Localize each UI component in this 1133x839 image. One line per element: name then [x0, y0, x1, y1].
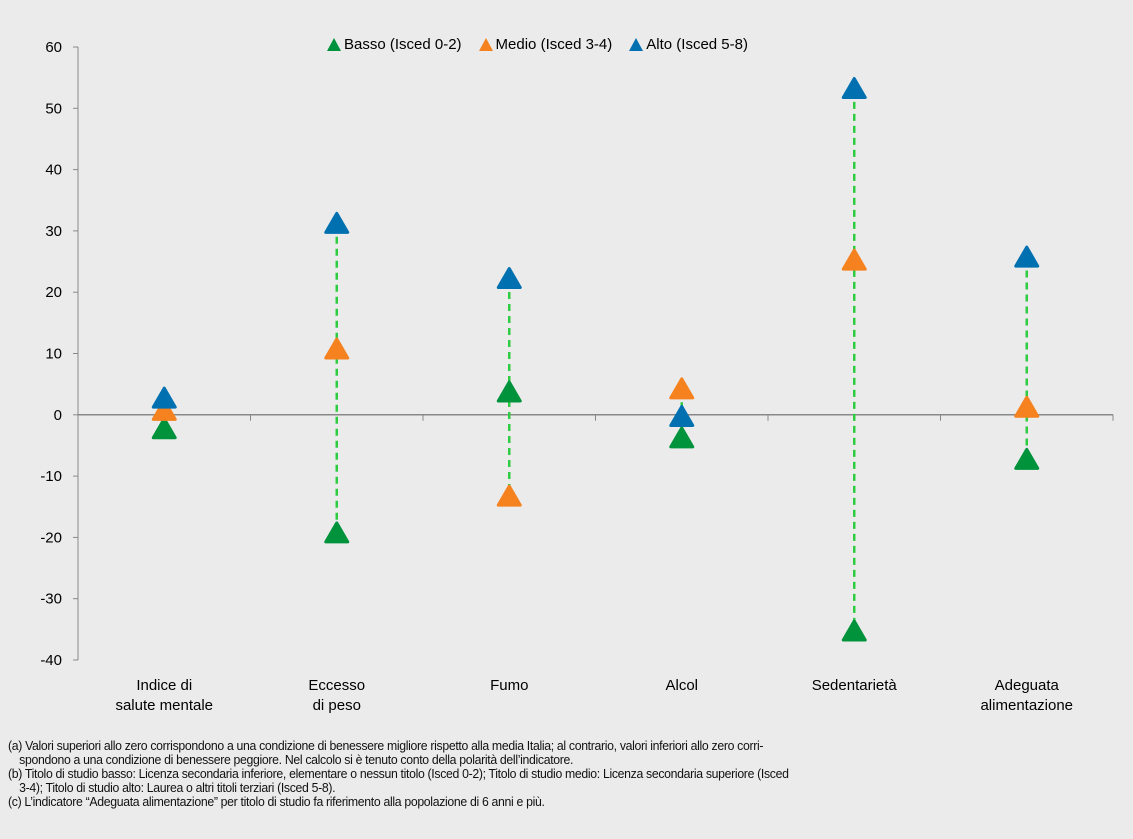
triangle-marker-icon [629, 38, 644, 51]
legend-item-basso: Basso (Isced 0-2) [326, 36, 462, 53]
triangle-marker-icon [478, 38, 493, 51]
y-tick-label: 30 [45, 223, 62, 240]
note-b-line2: 3-4); Titolo di studio alto: Laurea o al… [19, 780, 336, 795]
x-tick-label: Eccesso di peso [308, 677, 365, 714]
data-points [151, 77, 1040, 642]
note-b-line1: (b) Titolo di studio basso: Licenza seco… [8, 766, 789, 781]
marker-basso [324, 521, 350, 544]
note-c: (c) L’indicatore “Adeguata alimentazione… [8, 794, 545, 809]
y-tick-label: -40 [40, 652, 62, 669]
note-a-line2: spondono a una condizione di benessere p… [19, 752, 574, 767]
marker-alto [841, 77, 867, 100]
marker-medio [151, 398, 177, 421]
chart-legend: Basso (Isced 0-2) Medio (Isced 3-4) Alto… [326, 36, 748, 53]
note-a-line1: (a) Valori superiori allo zero corrispon… [8, 738, 764, 753]
axis-labels: 60 50 40 30 20 10 0 -10 -20 -30 -40 Indice di salute… [40, 39, 1073, 714]
marker-alto [496, 267, 522, 290]
y-tick-label: 0 [54, 407, 62, 424]
marker-alto [669, 404, 695, 427]
x-tick-label: Sedentarietà [812, 677, 898, 694]
legend-item-alto: Alto (Isced 5-8) [628, 36, 748, 53]
y-tick-label: -10 [40, 468, 62, 485]
y-tick-label: -20 [40, 529, 62, 546]
y-tick-label: -30 [40, 591, 62, 608]
y-tick-label: 10 [45, 346, 62, 363]
marker-medio [1014, 395, 1040, 418]
marker-medio [324, 337, 350, 360]
x-tick-label: Adeguata alimentazione [980, 677, 1073, 714]
marker-alto [1014, 245, 1040, 268]
marker-alto [151, 386, 177, 409]
y-tick-label: 20 [45, 284, 62, 301]
legend-label-medio: Medio (Isced 3-4) [495, 36, 613, 53]
y-tick-label: 40 [45, 162, 62, 179]
marker-basso [151, 417, 177, 440]
chart-notes: (a) Valori superiori allo zero corrispon… [8, 739, 1054, 809]
chart-axes [73, 46, 1114, 661]
y-tick-label: 60 [45, 39, 62, 56]
marker-basso [841, 619, 867, 642]
y-tick-label: 50 [45, 100, 62, 117]
legend-label-basso: Basso (Isced 0-2) [344, 36, 462, 53]
marker-medio [841, 248, 867, 271]
marker-basso [1014, 447, 1040, 470]
marker-basso [496, 380, 522, 403]
triangle-marker-icon [327, 38, 341, 51]
marker-alto [324, 211, 350, 234]
marker-basso [669, 426, 695, 449]
x-tick-label: Alcol [665, 677, 698, 694]
x-tick-label: Fumo [490, 677, 528, 694]
marker-medio [496, 484, 522, 507]
range-lines [163, 89, 1028, 633]
legend-label-alto: Alto (Isced 5-8) [646, 36, 748, 53]
marker-medio [669, 377, 695, 400]
chart-plot: 60 50 40 30 20 10 0 -10 -20 -30 -40 Indice di salute… [40, 39, 1114, 714]
legend-item-medio: Medio (Isced 3-4) [478, 36, 613, 53]
x-tick-label: Indice di salute mentale [115, 677, 213, 714]
